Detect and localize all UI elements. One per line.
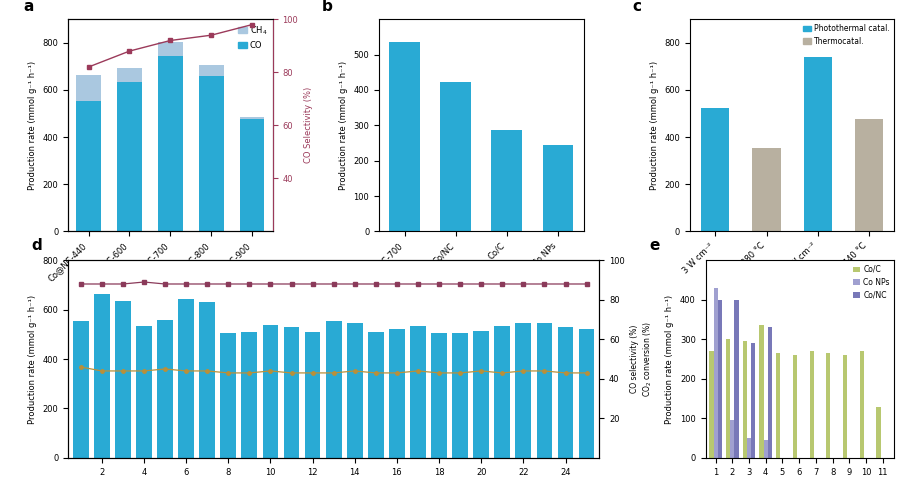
Bar — [759, 325, 764, 458]
Bar — [117, 68, 142, 82]
Text: d: d — [31, 239, 42, 254]
Bar — [876, 406, 881, 458]
Bar — [440, 82, 471, 231]
Bar — [117, 82, 142, 231]
Text: c: c — [633, 0, 642, 14]
Bar — [158, 56, 183, 231]
Bar — [389, 330, 405, 458]
Bar — [854, 120, 883, 231]
Bar — [199, 76, 223, 231]
Bar — [158, 42, 183, 56]
Bar — [516, 323, 531, 458]
Bar — [826, 353, 831, 458]
Bar — [717, 300, 722, 458]
Bar — [283, 327, 300, 458]
Bar — [709, 351, 714, 458]
Bar — [558, 327, 574, 458]
Bar — [768, 327, 772, 458]
Bar — [240, 117, 264, 120]
Bar — [76, 101, 101, 231]
Bar — [701, 107, 729, 231]
Bar — [543, 146, 573, 231]
Bar — [776, 353, 780, 458]
Bar — [726, 339, 730, 458]
Text: e: e — [649, 239, 659, 254]
Bar — [76, 75, 101, 101]
Bar — [136, 326, 152, 458]
Bar — [305, 332, 321, 458]
Bar — [793, 355, 797, 458]
Y-axis label: Production rate (mmol g⁻¹ h⁻¹): Production rate (mmol g⁻¹ h⁻¹) — [339, 61, 348, 190]
Bar — [747, 438, 751, 458]
Legend: CH$_4$, CO: CH$_4$, CO — [235, 21, 271, 54]
Bar — [157, 320, 173, 458]
Bar — [390, 42, 419, 231]
Text: b: b — [321, 0, 332, 14]
Bar — [326, 321, 341, 458]
Bar — [347, 323, 362, 458]
Bar — [751, 343, 755, 458]
Bar — [178, 298, 194, 458]
Legend: Photothermal catal., Thermocatal.: Photothermal catal., Thermocatal. — [800, 21, 893, 49]
Bar — [368, 332, 384, 458]
Bar — [73, 321, 89, 458]
Bar — [730, 420, 735, 458]
Y-axis label: Production rate (mmol g⁻¹ h⁻¹): Production rate (mmol g⁻¹ h⁻¹) — [666, 295, 675, 424]
Bar — [242, 332, 257, 458]
Bar — [262, 324, 279, 458]
Bar — [810, 351, 814, 458]
Bar — [578, 330, 595, 458]
Legend: Co/C, Co NPs, Co/NC: Co/C, Co NPs, Co/NC — [850, 262, 893, 303]
Bar — [115, 301, 131, 458]
Bar — [221, 333, 236, 458]
Bar — [431, 333, 447, 458]
Y-axis label: Production rate (mmol g⁻¹ h⁻¹): Production rate (mmol g⁻¹ h⁻¹) — [650, 61, 658, 190]
Bar — [199, 65, 223, 76]
Y-axis label: Production rate (mmol g⁻¹ h⁻¹): Production rate (mmol g⁻¹ h⁻¹) — [28, 61, 37, 190]
Bar — [735, 300, 738, 458]
Bar — [452, 333, 468, 458]
Bar — [860, 351, 864, 458]
Bar — [240, 120, 264, 231]
Bar — [843, 355, 847, 458]
Y-axis label: CO Selectivity (%): CO Selectivity (%) — [303, 87, 312, 163]
Bar — [743, 341, 747, 458]
Bar — [714, 288, 717, 458]
Bar — [494, 326, 510, 458]
Bar — [199, 302, 215, 458]
Bar — [764, 440, 768, 458]
Bar — [94, 294, 110, 458]
Bar — [491, 130, 522, 231]
Y-axis label: Production rate (mmol g⁻¹ h⁻¹): Production rate (mmol g⁻¹ h⁻¹) — [28, 295, 37, 424]
Bar — [753, 147, 781, 231]
Bar — [537, 323, 552, 458]
Bar — [410, 326, 426, 458]
Text: a: a — [23, 0, 34, 14]
Bar — [804, 57, 832, 231]
Bar — [473, 331, 489, 458]
Y-axis label: CO selectivity (%)
CO$_2$ conversion (%): CO selectivity (%) CO$_2$ conversion (%) — [630, 321, 654, 397]
